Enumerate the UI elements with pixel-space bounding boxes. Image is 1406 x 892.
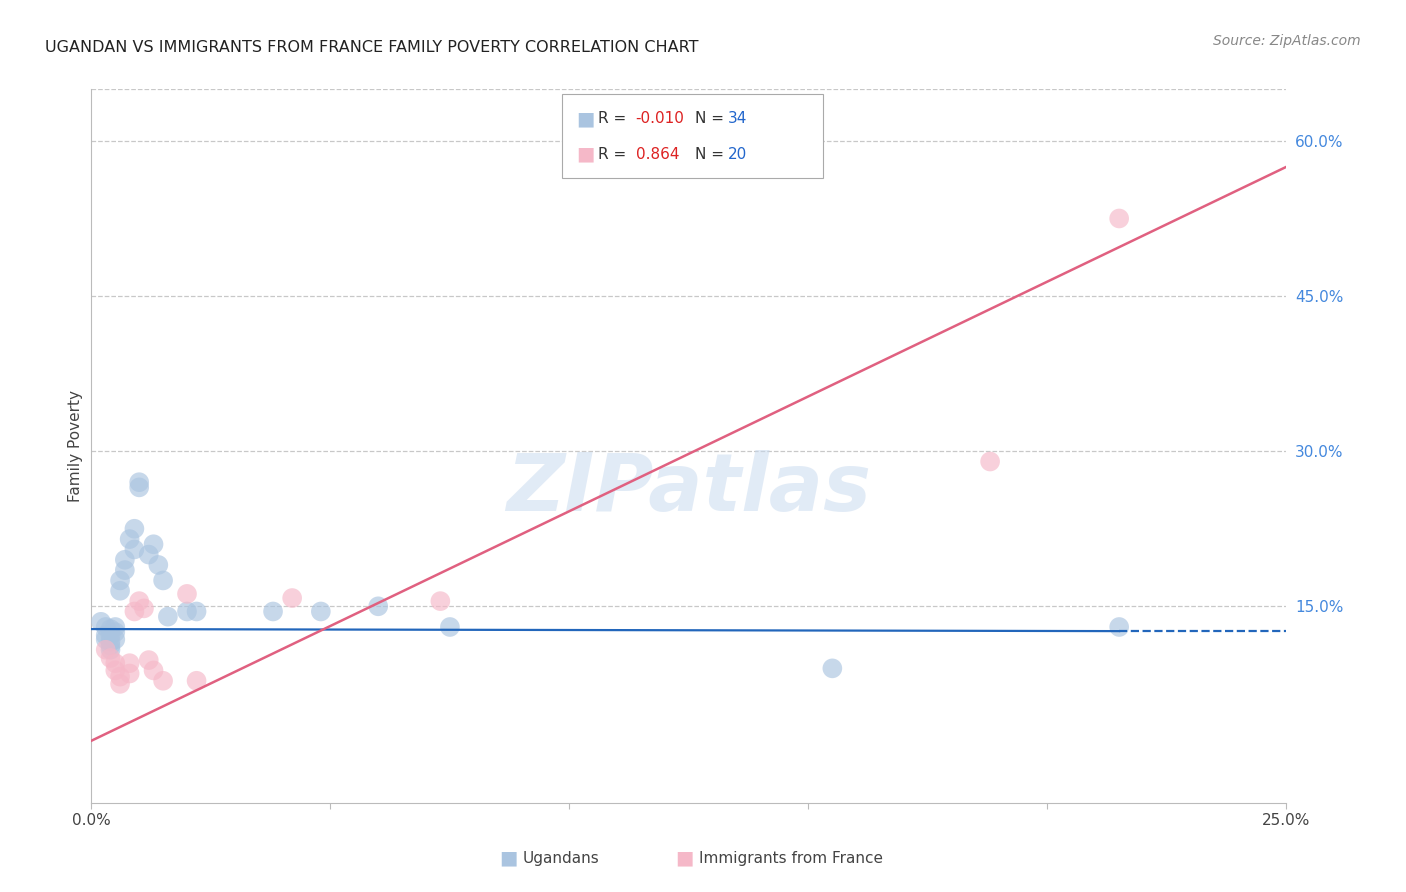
Text: Source: ZipAtlas.com: Source: ZipAtlas.com	[1213, 34, 1361, 48]
Point	[108, 670, 131, 684]
Text: UGANDAN VS IMMIGRANTS FROM FRANCE FAMILY POVERTY CORRELATION CHART: UGANDAN VS IMMIGRANTS FROM FRANCE FAMILY…	[45, 40, 699, 55]
Text: N =: N =	[695, 147, 728, 161]
Point	[100, 634, 122, 648]
Point	[429, 594, 451, 608]
Point	[104, 625, 127, 640]
Point	[186, 605, 208, 619]
Point	[132, 601, 155, 615]
Point	[104, 632, 127, 647]
Point	[100, 639, 122, 653]
Point	[100, 622, 122, 636]
Point	[118, 532, 141, 546]
Point	[309, 605, 332, 619]
Point	[124, 542, 146, 557]
Point	[108, 574, 131, 588]
Point	[1108, 211, 1130, 226]
Point	[114, 553, 136, 567]
Point	[128, 594, 150, 608]
Point	[100, 642, 122, 657]
Point	[124, 605, 146, 619]
Point	[439, 620, 461, 634]
Text: 0.864: 0.864	[636, 147, 679, 161]
Text: ZIPatlas: ZIPatlas	[506, 450, 872, 528]
Text: -0.010: -0.010	[636, 112, 685, 126]
Point	[108, 583, 131, 598]
Text: ■: ■	[576, 109, 595, 128]
Point	[979, 454, 1001, 468]
Text: N =: N =	[695, 112, 728, 126]
Point	[186, 673, 208, 688]
Point	[142, 537, 165, 551]
Point	[148, 558, 170, 572]
Point	[281, 591, 304, 605]
Point	[104, 656, 127, 670]
Point	[94, 632, 117, 647]
Text: 20: 20	[728, 147, 748, 161]
Point	[114, 563, 136, 577]
Point	[138, 653, 160, 667]
Point	[118, 656, 141, 670]
Text: R =: R =	[598, 112, 631, 126]
Text: Ugandans: Ugandans	[523, 851, 600, 865]
Point	[108, 677, 131, 691]
Point	[90, 615, 112, 629]
Point	[100, 628, 122, 642]
Text: ■: ■	[576, 145, 595, 164]
Text: R =: R =	[598, 147, 636, 161]
Text: Immigrants from France: Immigrants from France	[699, 851, 883, 865]
Point	[100, 651, 122, 665]
Point	[367, 599, 389, 614]
Point	[152, 574, 174, 588]
Point	[118, 666, 141, 681]
Text: ■: ■	[499, 848, 517, 868]
Y-axis label: Family Poverty: Family Poverty	[67, 390, 83, 502]
Point	[142, 664, 165, 678]
Point	[128, 475, 150, 490]
Point	[104, 664, 127, 678]
Text: 34: 34	[728, 112, 748, 126]
Point	[152, 673, 174, 688]
Point	[1108, 620, 1130, 634]
Point	[176, 605, 198, 619]
Point	[94, 642, 117, 657]
Point	[128, 480, 150, 494]
Point	[138, 548, 160, 562]
Point	[821, 661, 844, 675]
Point	[156, 609, 179, 624]
Point	[124, 522, 146, 536]
Point	[94, 620, 117, 634]
Point	[262, 605, 284, 619]
Text: ■: ■	[675, 848, 693, 868]
Point	[176, 587, 198, 601]
Point	[94, 628, 117, 642]
Point	[104, 620, 127, 634]
